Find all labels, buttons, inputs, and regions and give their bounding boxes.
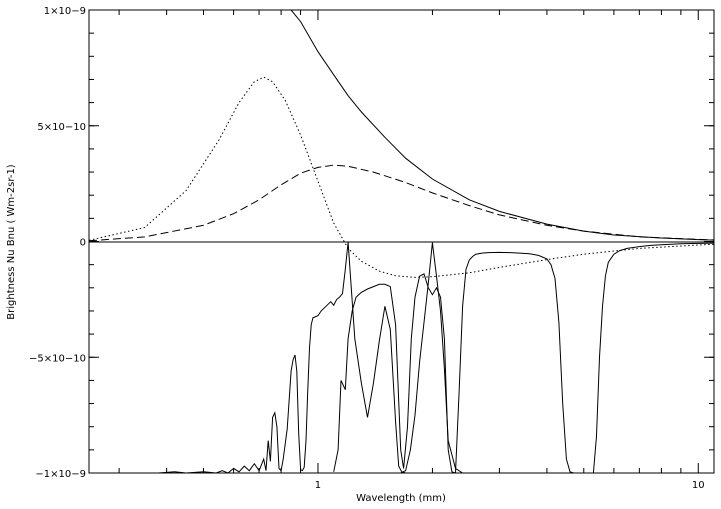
series-line-3 (89, 76, 714, 278)
x-axis-title: Wavelength (mm) (356, 493, 446, 504)
y-axis: 1×10−9 5×10−10 0 −5×10−10 −1×10−9 (29, 6, 714, 480)
y-tick-label: 1×10−9 (44, 6, 86, 17)
y-tick-label: −1×10−9 (35, 469, 86, 480)
y-tick-label: −5×10−10 (29, 353, 86, 364)
plot-area (89, 10, 714, 473)
series-line-7 (455, 251, 574, 473)
y-axis-title: Brightness Nu Bnu ( Wm-2sr-1) (6, 164, 17, 319)
x-tick-label: 1 (315, 480, 321, 491)
x-axis: 1 10 (118, 10, 705, 491)
series-line-6 (400, 242, 476, 473)
series-line-2 (89, 164, 714, 242)
series-line-4 (89, 242, 406, 473)
series-line-8 (592, 242, 714, 473)
y-tick-label: 5×10−10 (37, 122, 86, 133)
x-tick-label: 10 (692, 480, 705, 491)
y-tick-label: 0 (80, 238, 86, 249)
series-line-1 (290, 10, 714, 241)
